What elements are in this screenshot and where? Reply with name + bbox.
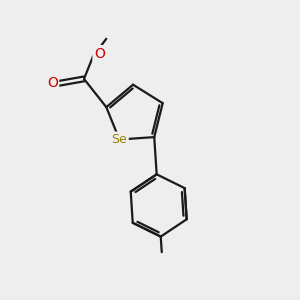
Text: O: O [47, 76, 58, 90]
Text: Se: Se [112, 133, 127, 146]
Text: O: O [94, 46, 105, 61]
